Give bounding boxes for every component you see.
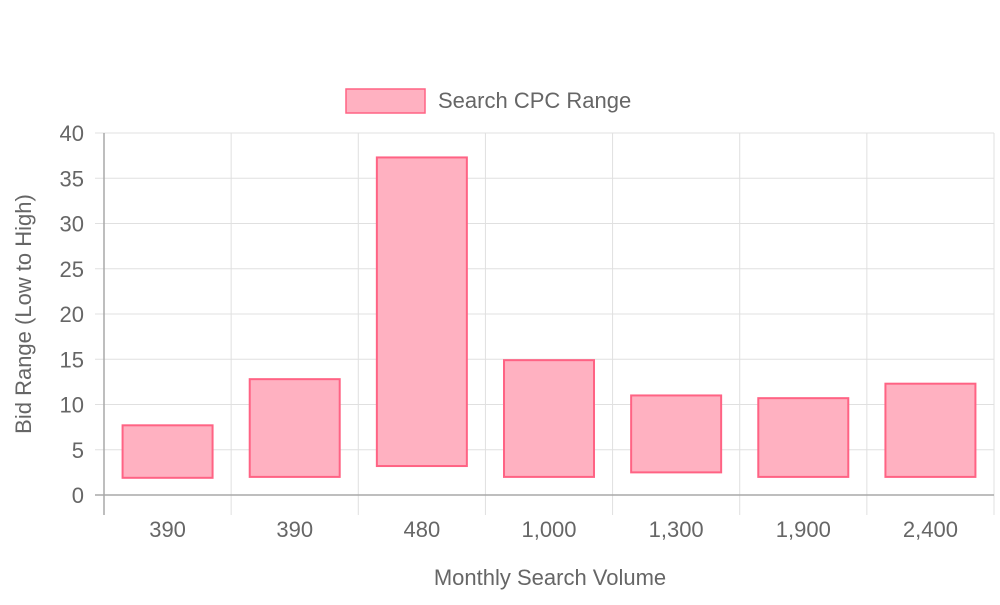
- x-tick-label: 1,900: [776, 517, 831, 542]
- legend[interactable]: Search CPC Range: [345, 88, 631, 114]
- bars: [121, 156, 977, 479]
- y-tick-label: 5: [72, 438, 84, 463]
- y-tick-label: 25: [60, 257, 84, 282]
- bar[interactable]: [121, 424, 214, 479]
- bar[interactable]: [884, 382, 977, 478]
- y-tick-label: 0: [72, 483, 84, 508]
- legend-label: Search CPC Range: [438, 88, 631, 113]
- x-tick-label: 2,400: [903, 517, 958, 542]
- y-tick-label: 35: [60, 166, 84, 191]
- y-axis-title: Bid Range (Low to High): [11, 194, 36, 434]
- legend-swatch: [345, 88, 426, 114]
- axes: 0 5 10 15 20 25 30 35 40 390 390 480 1,000 1,300 1,900…: [60, 121, 994, 542]
- y-tick-label: 30: [60, 212, 84, 237]
- x-tick-label: 1,000: [521, 517, 576, 542]
- bar[interactable]: [757, 397, 850, 478]
- bar[interactable]: [375, 156, 468, 468]
- y-tick-label: 10: [60, 393, 84, 418]
- x-tick-label: 480: [403, 517, 440, 542]
- x-axis-title: Monthly Search Volume: [434, 565, 666, 590]
- bar[interactable]: [630, 394, 723, 474]
- y-tick-label: 20: [60, 302, 84, 327]
- grid: [95, 132, 995, 515]
- x-tick-label: 1,300: [649, 517, 704, 542]
- y-tick-label: 40: [60, 121, 84, 146]
- x-tick-label: 390: [276, 517, 313, 542]
- y-tick-label: 15: [60, 347, 84, 372]
- bar[interactable]: [248, 378, 341, 478]
- bar[interactable]: [503, 359, 595, 478]
- x-tick-label: 390: [149, 517, 186, 542]
